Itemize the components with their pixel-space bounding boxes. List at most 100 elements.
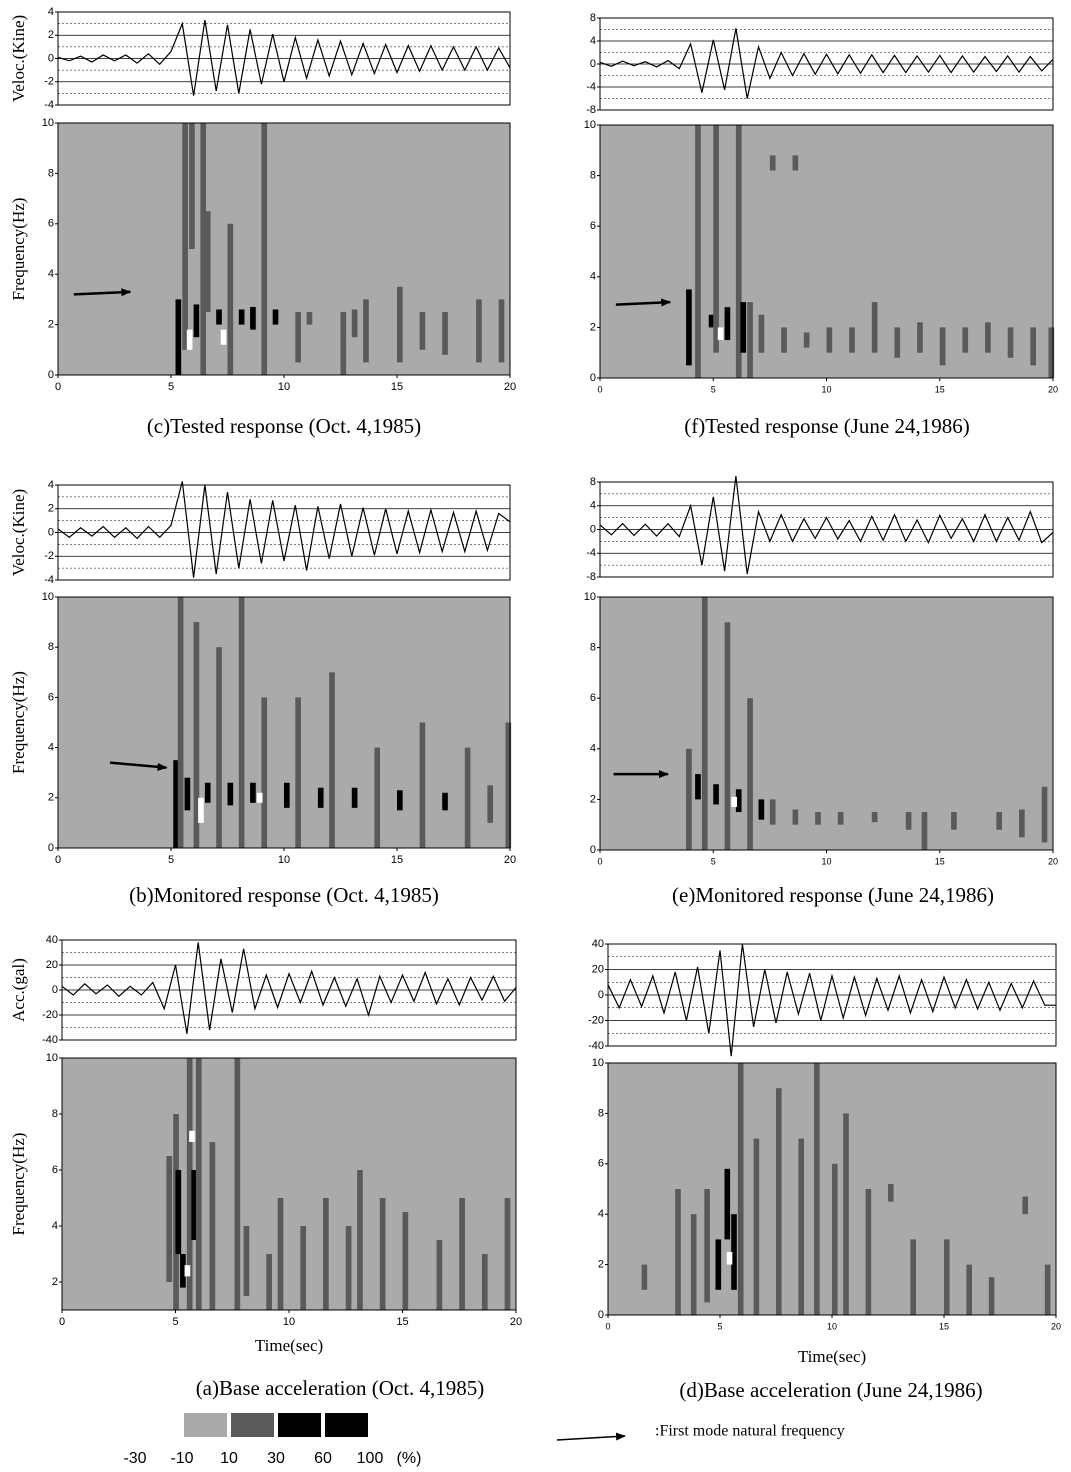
x-tick-label: 15 xyxy=(935,856,945,866)
y-tick-label: 8 xyxy=(48,167,54,179)
spectrogram-cell xyxy=(306,312,313,325)
x-tick-label: 15 xyxy=(935,384,945,394)
legend-unit: (%) xyxy=(397,1450,422,1467)
spectrogram-cell xyxy=(641,1264,648,1290)
spectrogram-cell xyxy=(173,760,179,848)
panel-caption: (a)Base acceleration (Oct. 4,1985) xyxy=(196,1376,485,1400)
y-tick-label: 0 xyxy=(48,842,54,854)
legend-bin-label: -30 xyxy=(123,1450,146,1467)
legend-bin-label: 30 xyxy=(267,1450,285,1467)
spectrogram-cell xyxy=(277,1198,284,1310)
spectrogram-cell xyxy=(695,125,701,378)
y-axis-label: Veloc.(Kine) xyxy=(9,489,28,576)
panel-caption: (c)Tested response (Oct. 4,1985) xyxy=(147,414,421,438)
x-tick-label: 10 xyxy=(821,384,831,394)
spectrogram-cell xyxy=(701,597,708,850)
spectrogram-cell xyxy=(1030,327,1037,366)
spectrogram-cell xyxy=(939,327,946,366)
spectrogram-cell xyxy=(442,792,448,811)
spectrogram-cell xyxy=(747,302,753,378)
x-tick-label: 10 xyxy=(827,1321,837,1331)
y-tick-label: 0 xyxy=(590,58,596,70)
x-tick-label: 0 xyxy=(597,856,602,866)
spectrogram-cell xyxy=(894,327,901,358)
spectrogram-cell xyxy=(200,123,207,375)
x-tick-label: 15 xyxy=(939,1321,949,1331)
panel-caption: (e)Monitored response (June 24,1986) xyxy=(672,883,994,907)
spectrogram-cell xyxy=(261,697,268,848)
spectrogram-cell xyxy=(284,782,290,808)
spectrogram-cell xyxy=(204,782,211,803)
y-tick-label: 0 xyxy=(48,369,54,381)
y-tick-label: 4 xyxy=(52,1220,58,1232)
y-tick-label: 2 xyxy=(48,319,54,331)
y-tick-label: 2 xyxy=(48,29,54,41)
spectrogram-cell xyxy=(726,1252,733,1265)
spectrogram-cell xyxy=(815,812,821,825)
spectrogram-cell xyxy=(193,622,200,848)
spectrogram-cell xyxy=(250,782,256,803)
y-tick-label: -4 xyxy=(586,81,596,93)
spectrogram-cell xyxy=(849,327,855,353)
spectrogram-cell xyxy=(737,1063,744,1315)
spectrogram-cell xyxy=(351,787,358,808)
y-tick-label: 6 xyxy=(598,1158,604,1170)
spectrogram-cell xyxy=(675,1189,681,1315)
y-tick-label: 2 xyxy=(52,1276,58,1288)
spectrogram-cell xyxy=(910,1239,916,1315)
spectrogram-cell xyxy=(769,799,776,825)
y-tick-label: 0 xyxy=(52,984,58,996)
spectrogram-cell xyxy=(985,322,991,353)
y-tick-label: 8 xyxy=(590,476,596,488)
waveform xyxy=(61,942,517,1034)
spectrogram-cell xyxy=(175,299,182,375)
waveform xyxy=(599,28,1054,99)
y-tick-label: -20 xyxy=(42,1009,58,1021)
spectrogram-cell xyxy=(826,327,833,353)
y-tick-label: 8 xyxy=(590,12,596,24)
spectrogram-cell xyxy=(996,812,1003,830)
y-tick-label: 2 xyxy=(590,793,596,805)
panel-caption: (d)Base acceleration (June 24,1986) xyxy=(679,1378,982,1402)
spectrogram-cell xyxy=(690,1214,697,1315)
x-tick-label: 15 xyxy=(396,1316,408,1328)
y-tick-label: 6 xyxy=(590,220,596,232)
y-tick-label: 4 xyxy=(598,1208,604,1220)
spectrogram-cell xyxy=(177,597,184,848)
spectrogram-cell xyxy=(487,785,494,823)
legend-swatch xyxy=(137,1413,180,1437)
spectrogram-cell xyxy=(363,299,369,363)
spectrogram-cell xyxy=(227,782,234,806)
waveform xyxy=(57,481,511,578)
y-axis-label: Frequency(Hz) xyxy=(9,671,28,774)
spectrogram-cell xyxy=(464,747,471,848)
spectrogram-cell xyxy=(419,312,426,350)
spectrogram-cell xyxy=(792,809,799,825)
spectrogram-cell xyxy=(374,747,381,848)
spectrogram-cell xyxy=(180,1254,186,1288)
spectrogram-cell xyxy=(397,790,403,811)
y-tick-label: 4 xyxy=(48,479,54,491)
spectrogram-cell xyxy=(686,289,692,366)
y-tick-label: 20 xyxy=(592,963,604,975)
spectrogram-cell xyxy=(1019,809,1025,838)
first-mode-arrow xyxy=(615,298,672,307)
x-tick-label: 20 xyxy=(1051,1321,1061,1331)
spectrogram-cell xyxy=(351,309,358,338)
spectrogram-cell xyxy=(191,1170,198,1240)
legend-swatch xyxy=(325,1413,368,1437)
spectrogram-cell xyxy=(735,125,742,378)
y-tick-label: -8 xyxy=(586,571,596,583)
spectrogram-cell xyxy=(988,1277,995,1315)
spectrogram-cell xyxy=(329,672,335,848)
spectrogram-cell xyxy=(871,302,878,353)
y-tick-label: 10 xyxy=(592,1057,604,1069)
y-tick-label: 20 xyxy=(46,959,58,971)
x-tick-label: 20 xyxy=(1048,384,1058,394)
spectrogram-cell xyxy=(724,622,731,850)
spectrogram-cell xyxy=(238,309,245,325)
y-tick-label: 0 xyxy=(48,526,54,538)
legend-swatch xyxy=(231,1413,274,1437)
y-tick-label: 10 xyxy=(584,591,596,603)
